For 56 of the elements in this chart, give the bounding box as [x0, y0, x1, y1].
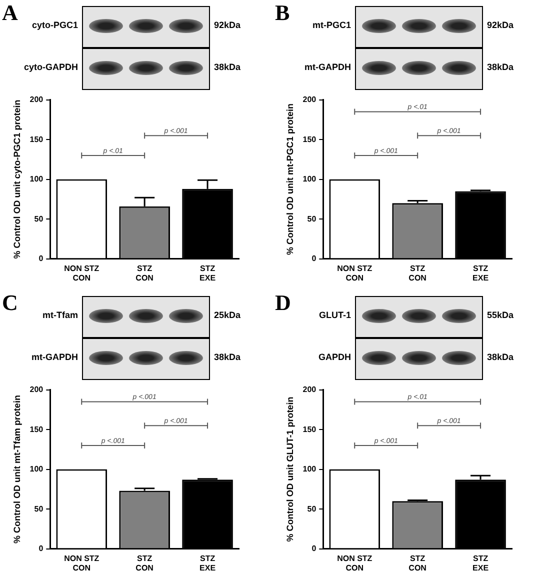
y-tick-label: 200 — [30, 385, 44, 394]
y-tick-label: 100 — [302, 464, 317, 474]
text: GLUT-1 — [318, 310, 351, 320]
y-tick-label: 100 — [302, 174, 317, 184]
y-tick-label: 200 — [302, 95, 317, 104]
text: 55kDa — [487, 310, 514, 320]
text: 92kDa — [214, 20, 241, 30]
text: 38kDa — [487, 352, 514, 362]
x-tick-label: STZ CON — [136, 264, 154, 282]
text: 38kDa — [214, 62, 241, 72]
y-tick-label: 200 — [302, 385, 317, 394]
y-tick-label: 50 — [34, 504, 44, 514]
x-tick-label: STZ EXE — [472, 554, 490, 572]
text: 38kDa — [214, 352, 241, 362]
text: cyto-PGC1 — [32, 20, 78, 30]
y-tick-label: 200 — [30, 95, 44, 104]
y-tick-label: 0 — [312, 544, 317, 554]
y-axis-title: % Control OD unit GLUT-1 protein — [284, 396, 295, 542]
y-axis-title: % Control OD unit mt-PGC1 protein — [284, 104, 295, 256]
x-tick-label: STZ CON — [136, 554, 154, 572]
text: mt-GAPDH — [30, 352, 78, 362]
x-tick-label: STZ EXE — [200, 554, 216, 572]
text: 38kDa — [487, 62, 514, 72]
y-tick-label: 150 — [30, 134, 44, 144]
x-tick-label: STZ CON — [408, 264, 427, 282]
y-tick-label: 50 — [34, 214, 44, 224]
text: 92kDa — [487, 20, 514, 30]
y-tick-label: 0 — [312, 254, 317, 264]
y-tick-label: 150 — [302, 424, 317, 434]
text: 25kDa — [214, 310, 241, 320]
y-tick-label: 0 — [38, 544, 44, 554]
x-tick-label: NON STZ CON — [64, 554, 100, 572]
chart-title: C — [2, 290, 18, 316]
x-tick-label: STZ EXE — [200, 264, 216, 282]
y-tick-label: 50 — [307, 504, 317, 514]
text: mt-PGC1 — [312, 20, 351, 30]
y-tick-label: 100 — [30, 174, 44, 184]
y-axis-title: % Control OD unit mt-Tfam protein — [12, 395, 22, 544]
text: mt-GAPDH — [304, 62, 351, 72]
y-tick-label: 0 — [38, 254, 44, 264]
x-tick-label: NON STZ CON — [337, 264, 372, 282]
x-tick-label: NON STZ CON — [337, 554, 372, 572]
y-tick-label: 150 — [30, 424, 44, 434]
text: cyto-GAPDH — [22, 62, 78, 72]
y-axis-title: % Control OD unit cyto-PGC1 protein — [12, 100, 22, 259]
chart-title: A — [2, 0, 18, 26]
y-tick-label: 100 — [30, 464, 44, 474]
x-tick-label: NON STZ CON — [64, 264, 100, 282]
text: GAPDH — [317, 352, 351, 362]
x-tick-label: STZ CON — [408, 554, 427, 572]
chart-title: B — [275, 0, 290, 26]
text: mt-Tfam — [42, 310, 78, 320]
chart-title: D — [275, 290, 291, 316]
y-tick-label: 50 — [307, 214, 317, 224]
x-tick-label: STZ EXE — [472, 264, 490, 282]
y-tick-label: 150 — [302, 134, 317, 144]
